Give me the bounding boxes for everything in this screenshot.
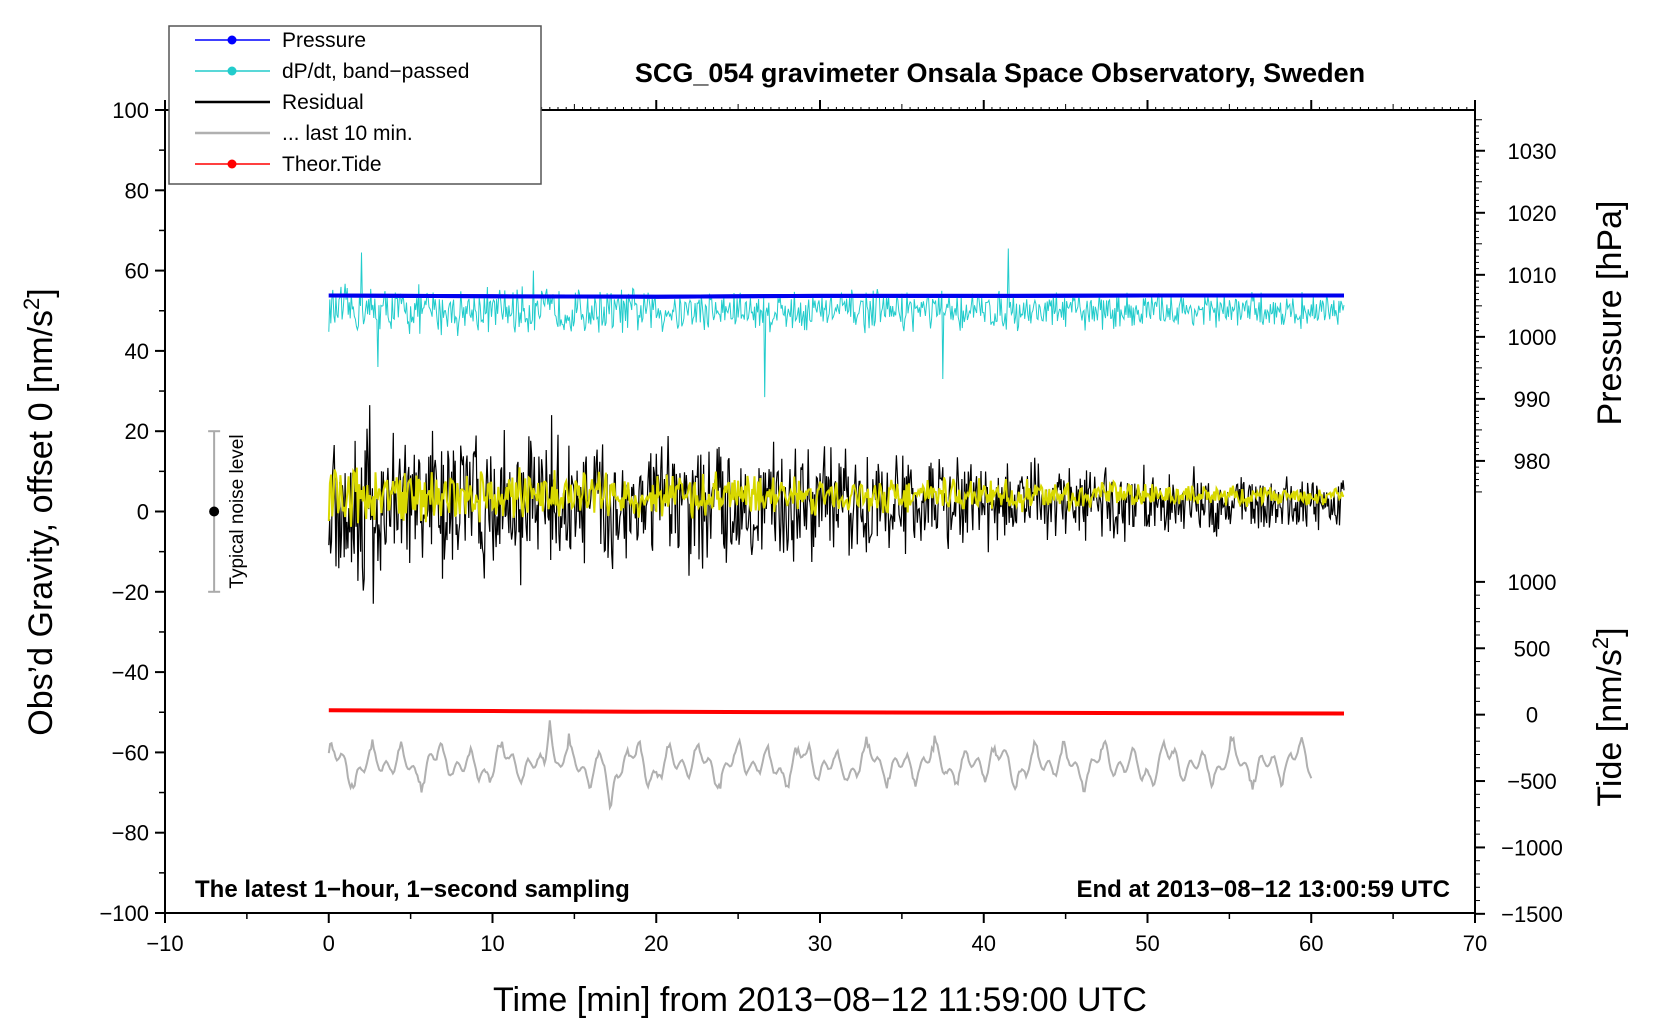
pressure-tick-label: 1010 [1508,263,1557,288]
y-axis-pressure: 980 990 1000 1010 1020 1030 [1475,119,1557,493]
series-residual-line [328,405,1345,604]
x-tick-label: −10 [146,931,183,956]
y-tick-label: −60 [112,740,149,765]
tide-tick-label: −1000 [1501,835,1563,860]
x-tick-label: 0 [323,931,335,956]
y-axis-tide-title-main: Tide [nm/s [1591,649,1629,806]
y-tick-label: 0 [137,500,149,525]
noise-center-dot [209,506,220,517]
series--last-10-min-line [327,720,1313,811]
x-tick-label: 30 [808,931,832,956]
y-axis-tide-title-end: ] [1591,627,1629,636]
series-pressure-line-top [328,293,1344,299]
y-tick-label: 40 [125,339,149,364]
y-axis-left-title-end: ] [22,288,60,297]
note-end-time: End at 2013−08−12 13:00:59 UTC [1076,876,1450,903]
tide-tick-label: −1500 [1501,902,1563,927]
x-axis: −10 0 10 20 30 40 50 60 70 [146,913,1487,956]
series-layer [327,248,1345,811]
tide-tick-label: −500 [1507,769,1557,794]
x-tick-label: 70 [1463,931,1487,956]
legend-label: Pressure [282,29,366,52]
y-axis-left-title-sup: 2 [19,298,44,310]
y-tick-label: −20 [112,580,149,605]
x-tick-label: 60 [1299,931,1323,956]
y-axis-gravity: −100 −80 −60 −40 −20 0 20 40 60 80 100 [99,98,165,926]
x-tick-label: 20 [644,931,668,956]
y-tick-label: 80 [125,178,149,203]
pressure-tick-label: 990 [1514,387,1551,412]
y-axis-left-title: Obs’d Gravity, offset 0 [nm/s2] [19,288,60,735]
legend-marker [227,159,237,169]
y-tick-label: 100 [112,98,149,123]
x-axis-title: Time [min] from 2013−08−12 11:59:00 UTC [493,981,1147,1019]
tide-tick-label: 0 [1526,703,1538,728]
y-axis-tide: −1500 −1000 −500 0 500 1000 [1475,570,1563,927]
x-axis-top-ticks [164,100,1476,110]
y-tick-label: −100 [99,901,149,926]
series-theor-tide-line [328,708,1345,716]
pressure-tick-label: 980 [1514,449,1551,474]
noise-level-indicator: Typical noise level [208,430,248,593]
legend-marker [227,35,237,45]
pressure-tick-label: 1030 [1508,139,1557,164]
y-tick-label: −80 [112,821,149,846]
y-tick-label: −40 [112,660,149,685]
y-axis-tide-title-sup: 2 [1588,637,1613,649]
noise-level-label: Typical noise level [227,434,248,588]
series-residual-smoothed-line [327,467,1345,527]
x-tick-label: 40 [972,931,996,956]
chart-title: SCG_054 gravimeter Onsala Space Observat… [635,58,1365,88]
legend-marker [227,66,237,76]
legend-label: dP/dt, band−passed [282,60,469,83]
y-axis-left-title-main: Obs’d Gravity, offset 0 [nm/s [22,310,60,736]
pressure-tick-label: 1020 [1508,201,1557,226]
tide-tick-label: 1000 [1508,570,1557,595]
x-tick-label: 10 [480,931,504,956]
pressure-tick-label: 1000 [1508,325,1557,350]
y-tick-label: 20 [125,419,149,444]
x-tick-label: 50 [1135,931,1159,956]
y-axis-tide-title: Tide [nm/s2] [1588,627,1629,806]
y-axis-pressure-title: Pressure [hPa] [1591,201,1629,426]
tide-tick-label: 500 [1514,636,1551,661]
legend-label: ... last 10 min. [282,122,413,145]
legend-label: Residual [282,91,364,114]
legend-label: Theor.Tide [282,153,382,176]
series-dp-dt-band-passed-line [328,248,1345,398]
note-sampling: The latest 1−hour, 1−second sampling [195,876,630,903]
legend-box [168,25,542,185]
y-tick-label: 60 [125,259,149,284]
legend: Pressure dP/dt, band−passed Residual ... la… [168,25,542,185]
